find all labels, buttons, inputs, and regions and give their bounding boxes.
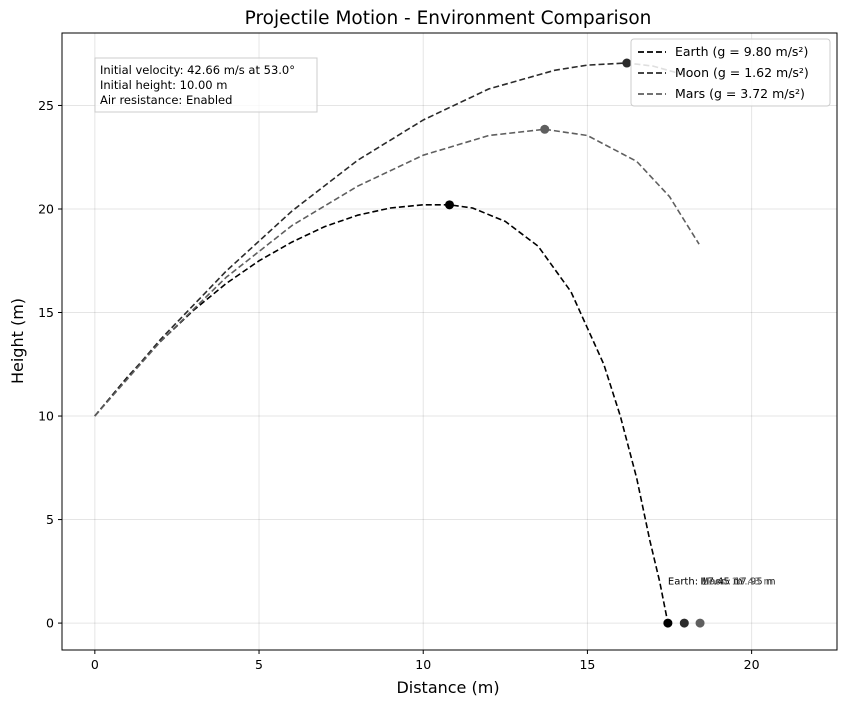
x-tick-label: 20 [744, 657, 760, 672]
legend-label-moon: Moon (g = 1.62 m/s²) [675, 65, 809, 80]
landing-label-mars: Mars: 18.43 m [701, 577, 773, 588]
x-tick-label: 10 [415, 657, 431, 672]
x-tick-label: 5 [255, 657, 263, 672]
landing-label-moon: Moon: 17.95 m [700, 577, 775, 588]
y-axis-label: Height (m) [8, 298, 27, 384]
x-tick-label: 15 [579, 657, 595, 672]
trajectory-line-mars [94, 128, 700, 417]
y-tick-label: 25 [38, 98, 54, 113]
x-tick-label: 0 [91, 657, 99, 672]
landing-point-earth [663, 618, 673, 628]
apex-point-mars [540, 124, 550, 134]
y-tick-label: 15 [38, 305, 54, 320]
info-box: Initial velocity: 42.66 m/s at 53.0° Ini… [94, 57, 318, 113]
legend-frame [630, 38, 831, 107]
apex-point-earth [445, 200, 454, 210]
plot-frame [61, 32, 838, 651]
info-line-air-resistance: Air resistance: Enabled [100, 93, 232, 107]
tick-layer: 0 5 10 15 20 0 5 10 15 20 25 [38, 98, 760, 672]
legend-label-mars: Mars (g = 3.72 m/s²) [675, 86, 805, 101]
landing-point-moon [679, 618, 689, 628]
legend-label-earth: Earth (g = 9.80 m/s²) [675, 44, 808, 59]
y-tick-label: 0 [46, 616, 54, 631]
info-line-height: Initial height: 10.00 m [100, 78, 227, 92]
apex-point-moon [622, 58, 632, 68]
landing-label-earth: Earth: 17.45 m [668, 577, 743, 588]
y-tick-label: 20 [38, 201, 54, 216]
trajectory-line-earth [94, 204, 669, 624]
x-axis-label: Distance (m) [396, 678, 499, 697]
info-line-velocity: Initial velocity: 42.66 m/s at 53.0° [100, 63, 295, 77]
landing-point-mars [695, 618, 705, 628]
chart-title: Projectile Motion - Environment Comparis… [245, 8, 652, 29]
legend: Earth (g = 9.80 m/s²) Moon (g = 1.62 m/s… [630, 38, 831, 107]
y-tick-label: 10 [38, 409, 54, 424]
y-tick-label: 5 [46, 512, 54, 527]
info-box-frame [94, 57, 318, 113]
